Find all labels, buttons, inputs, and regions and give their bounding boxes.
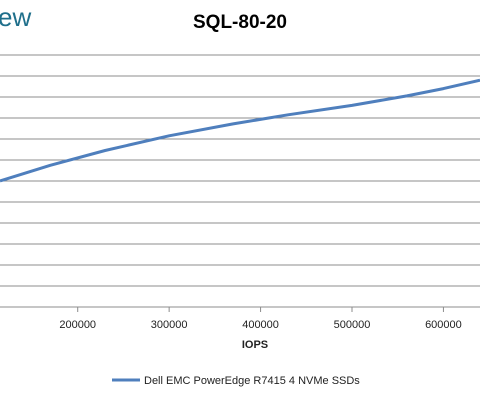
x-tick-label: 600000 bbox=[425, 319, 462, 331]
legend: Dell EMC PowerEdge R7415 4 NVMe SSDs bbox=[112, 375, 360, 387]
x-tick-label: 200000 bbox=[59, 319, 96, 331]
series-layer bbox=[0, 78, 480, 183]
x-axis: 200000 300000 400000 500000 600000 bbox=[59, 307, 462, 331]
logo-fragment: ew bbox=[0, 2, 32, 32]
legend-label: Dell EMC PowerEdge R7415 4 NVMe SSDs bbox=[144, 375, 360, 387]
gridlines bbox=[0, 54, 480, 308]
x-tick-label: 400000 bbox=[242, 319, 279, 331]
x-tick-label: 500000 bbox=[334, 319, 371, 331]
series-line bbox=[0, 78, 480, 183]
x-tick-label: 300000 bbox=[151, 319, 188, 331]
chart-title: SQL-80-20 bbox=[193, 12, 287, 33]
x-axis-title: IOPS bbox=[242, 339, 268, 351]
